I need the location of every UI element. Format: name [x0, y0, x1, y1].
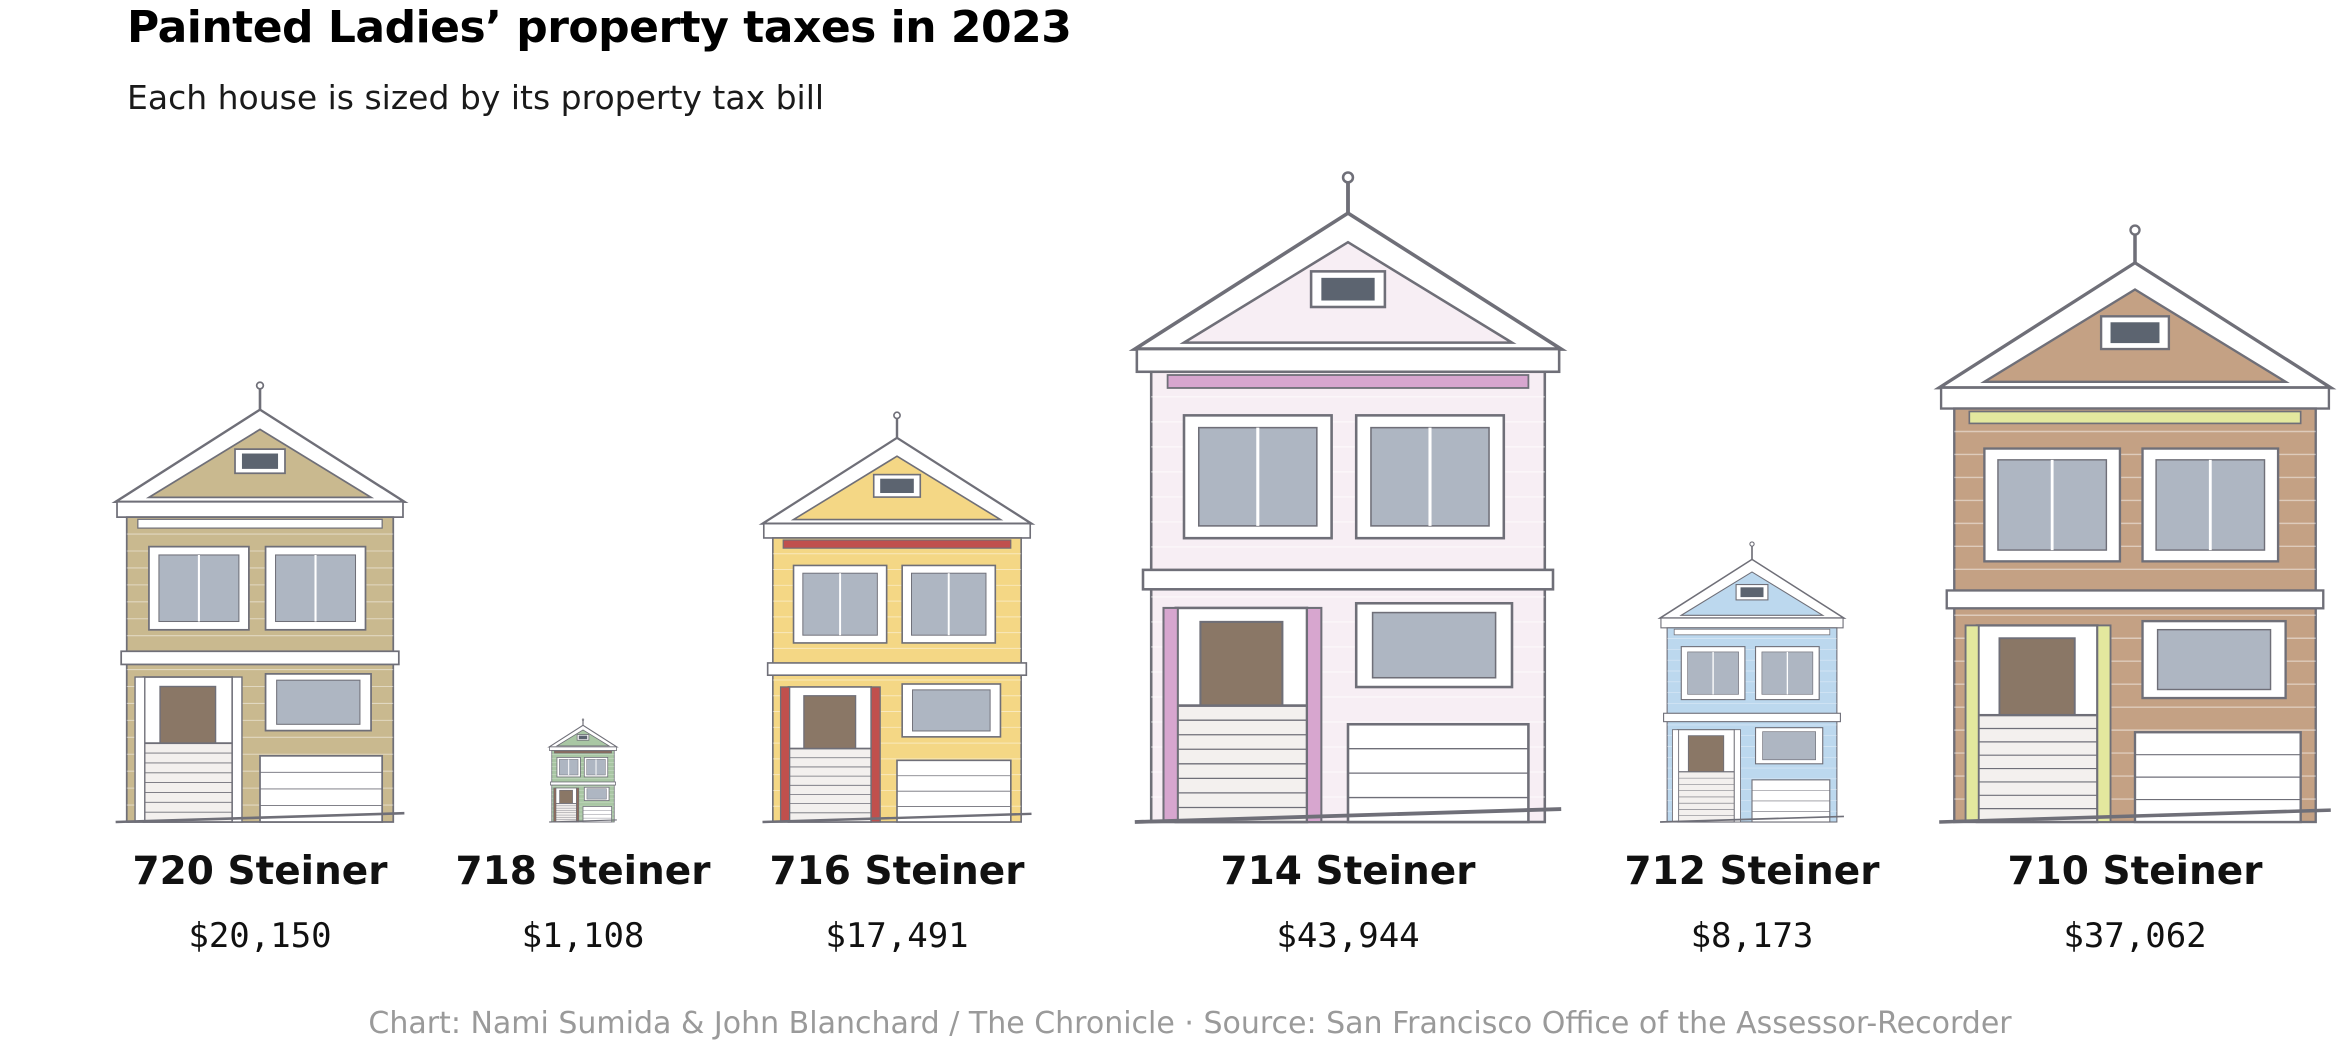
house-address-label: 710 Steiner — [2008, 849, 2264, 894]
house-trim — [1673, 628, 1831, 636]
house-door — [1687, 735, 1725, 773]
house-finial-ball — [581, 718, 585, 721]
house-floor-band — [1663, 712, 1841, 723]
house-floor-band — [766, 662, 1028, 677]
house-trim — [137, 518, 383, 529]
house-tax-value-label: $1,108 — [522, 916, 645, 956]
house-714 — [1128, 171, 1568, 824]
house-ground — [549, 819, 617, 823]
chart-subtitle: Each house is sized by its property tax … — [127, 78, 825, 117]
house-floor-band — [1945, 589, 2325, 610]
house-cornice — [1939, 386, 2331, 410]
house-ground — [115, 811, 405, 824]
house-gable-window-pane — [2110, 322, 2160, 344]
house-716 — [758, 411, 1036, 824]
house-column — [231, 676, 243, 823]
house-floor-band — [1141, 568, 1555, 591]
house-column — [134, 676, 146, 823]
house-gable-window-pane — [880, 478, 914, 494]
house-door — [1199, 620, 1284, 707]
house-floor-band — [120, 650, 400, 666]
house-column — [1671, 729, 1680, 823]
house-door — [803, 695, 857, 750]
house-window-pane — [912, 689, 991, 732]
house-door — [559, 789, 573, 804]
house-ground — [762, 812, 1032, 824]
house-trim — [1166, 374, 1530, 389]
house-finial-ball — [1749, 541, 1755, 547]
house-tax-value-label: $43,944 — [1276, 916, 1419, 956]
house-address-label: 720 Steiner — [133, 849, 389, 894]
house-trim — [1968, 410, 2302, 425]
house-window-pane — [586, 788, 607, 800]
house-finial-ball — [1341, 171, 1355, 184]
house-trim — [782, 539, 1012, 549]
house-address-label: 714 Steiner — [1221, 849, 1477, 894]
house-710 — [1933, 224, 2337, 824]
house-column — [2096, 624, 2112, 823]
house-finial-ball — [255, 381, 265, 390]
house-cornice — [1135, 347, 1561, 374]
house-window-pane — [1371, 611, 1497, 679]
house-column — [779, 686, 791, 823]
house-gable-window-pane — [1740, 587, 1764, 598]
house-cornice — [116, 500, 404, 518]
house-column — [1162, 606, 1179, 824]
chart-title: Painted Ladies’ property taxes in 2023 — [127, 2, 1072, 53]
house-tax-value-label: $20,150 — [188, 916, 331, 956]
house-column — [870, 686, 881, 823]
house-address-label: 716 Steiner — [770, 849, 1026, 894]
chart-credit: Chart: Nami Sumida & John Blanchard / Th… — [368, 1006, 2012, 1041]
house-gable-window-pane — [1321, 277, 1375, 301]
house-cornice — [549, 746, 617, 751]
house-ground — [1939, 808, 2331, 824]
house-window-pane — [2156, 628, 2272, 691]
house-tax-value-label: $37,062 — [2063, 916, 2206, 956]
house-column — [553, 787, 557, 823]
house-720 — [111, 381, 409, 824]
house-712 — [1657, 541, 1847, 823]
house-column — [1733, 729, 1741, 823]
house-718 — [547, 718, 619, 823]
house-address-label: 718 Steiner — [456, 849, 712, 894]
house-column — [576, 787, 580, 823]
house-tax-value-label: $17,491 — [825, 916, 968, 956]
house-cornice — [762, 522, 1032, 539]
house-column — [1305, 606, 1323, 824]
house-cornice — [1660, 617, 1844, 629]
house-finial-ball — [2129, 224, 2141, 236]
house-gable-window-pane — [241, 453, 279, 469]
house-floor-band — [550, 781, 616, 786]
house-gable-window-pane — [578, 735, 588, 740]
house-tax-value-label: $8,173 — [1691, 916, 1814, 956]
house-column — [1964, 624, 1980, 823]
house-finial-ball — [893, 411, 901, 420]
house-door — [159, 685, 217, 744]
house-address-label: 712 Steiner — [1625, 849, 1881, 894]
house-window-pane — [1762, 731, 1816, 761]
house-door — [1998, 637, 2076, 717]
house-window-pane — [276, 679, 361, 725]
house-trim — [554, 750, 612, 754]
house-ground — [1660, 815, 1844, 823]
house-ground — [1134, 807, 1562, 824]
